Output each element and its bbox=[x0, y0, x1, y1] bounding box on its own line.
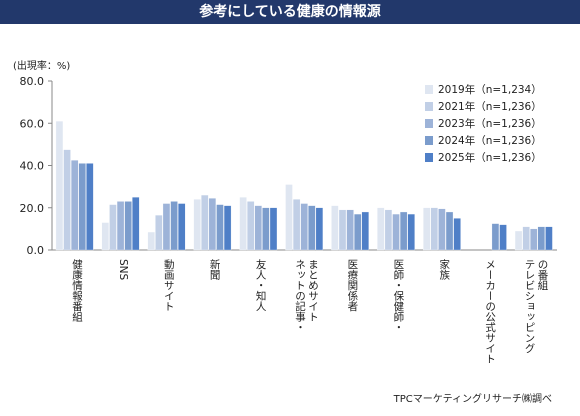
bar bbox=[292, 199, 301, 251]
category-label: メーカーの公式サイト bbox=[484, 259, 496, 364]
bar bbox=[239, 197, 247, 251]
bar bbox=[132, 197, 140, 251]
bar bbox=[423, 207, 431, 251]
category-label: まとめサイト bbox=[307, 259, 319, 322]
bar bbox=[201, 194, 209, 251]
bar bbox=[522, 226, 530, 251]
legend-swatch bbox=[425, 119, 433, 128]
bar bbox=[331, 205, 339, 251]
y-tick-label: 60.0 bbox=[20, 117, 45, 130]
bar bbox=[537, 226, 545, 251]
bar bbox=[63, 149, 71, 251]
y-tick-label: 40.0 bbox=[20, 160, 45, 173]
category-label: 新聞 bbox=[209, 258, 221, 281]
category-label: 健康情報番組 bbox=[71, 259, 83, 322]
bar bbox=[155, 214, 163, 251]
legend-label: 2023年（n=1,236） bbox=[438, 118, 542, 130]
bar bbox=[71, 160, 79, 251]
y-tick-label: 80.0 bbox=[20, 75, 45, 88]
y-tick-label: 0.0 bbox=[27, 244, 45, 257]
title-banner: 参考にしている健康の情報源 bbox=[0, 0, 580, 24]
bar bbox=[361, 211, 369, 251]
bar bbox=[346, 209, 354, 251]
legend-item: 2025年（n=1,236） bbox=[425, 149, 542, 166]
bar bbox=[530, 228, 538, 251]
bar bbox=[247, 201, 255, 251]
legend-item: 2023年（n=1,236） bbox=[425, 115, 542, 132]
legend-label: 2019年（n=1,234） bbox=[438, 84, 542, 96]
bar bbox=[101, 222, 110, 251]
category-label: 家族 bbox=[438, 258, 450, 280]
bar bbox=[399, 211, 408, 251]
category-label: テレビショッピング bbox=[524, 259, 536, 354]
source-note: TPCマーケティングリサーチ㈱調べ bbox=[393, 394, 552, 405]
bar bbox=[78, 163, 86, 251]
legend-swatch bbox=[425, 85, 433, 94]
bar bbox=[438, 208, 446, 251]
legend-swatch bbox=[425, 153, 433, 162]
bar bbox=[285, 184, 293, 251]
category-label: 医療関係者 bbox=[346, 259, 358, 312]
bar bbox=[407, 213, 415, 251]
bar bbox=[354, 213, 362, 251]
bar bbox=[193, 199, 201, 251]
bar bbox=[315, 207, 324, 251]
bar bbox=[453, 218, 461, 251]
bar bbox=[109, 204, 117, 251]
chart-title: 参考にしている健康の情報源 bbox=[199, 4, 381, 20]
category-label: 動画サイト bbox=[163, 258, 175, 311]
bar bbox=[262, 207, 270, 251]
y-tick-label: 20.0 bbox=[20, 202, 45, 215]
legend-label: 2025年（n=1,236） bbox=[438, 152, 542, 164]
unit-label: (出現率：%) bbox=[13, 61, 71, 72]
bar bbox=[300, 203, 308, 251]
legend-item: 2024年（n=1,236） bbox=[425, 132, 542, 149]
category-label: ネットの記事・ bbox=[294, 259, 306, 333]
bar bbox=[384, 209, 393, 251]
bar bbox=[124, 201, 132, 251]
bar bbox=[216, 204, 224, 251]
category-label: 医師・保健師・ bbox=[392, 259, 404, 333]
bar bbox=[514, 230, 523, 251]
bar bbox=[208, 198, 217, 251]
bar bbox=[55, 120, 64, 251]
bar bbox=[162, 203, 171, 251]
category-label: SNS bbox=[117, 259, 129, 281]
bar bbox=[392, 213, 400, 251]
bar bbox=[178, 203, 186, 251]
bar bbox=[254, 205, 262, 251]
legend-swatch bbox=[425, 136, 433, 145]
legend: 2019年（n=1,234） 2021年（n=1,236） 2023年（n=1,23… bbox=[425, 81, 542, 166]
bar bbox=[116, 201, 125, 251]
bar bbox=[545, 226, 553, 251]
legend-item: 2021年（n=1,236） bbox=[425, 98, 542, 115]
bar bbox=[308, 205, 316, 251]
bar bbox=[430, 207, 438, 251]
category-label: の番組 bbox=[537, 259, 549, 291]
legend-swatch bbox=[425, 102, 433, 111]
bar bbox=[86, 163, 94, 251]
bar bbox=[147, 231, 155, 251]
bar bbox=[223, 205, 232, 251]
bar bbox=[491, 223, 500, 251]
category-label: 友人・知人 bbox=[255, 258, 267, 311]
legend-label: 2021年（n=1,236） bbox=[438, 101, 542, 113]
bar bbox=[377, 207, 385, 251]
bar bbox=[338, 209, 347, 251]
bar bbox=[499, 224, 507, 251]
bar bbox=[269, 207, 278, 251]
bar bbox=[445, 211, 454, 251]
legend-label: 2024年（n=1,236） bbox=[438, 135, 542, 147]
bar bbox=[170, 201, 178, 251]
legend-item: 2019年（n=1,234） bbox=[425, 81, 542, 98]
